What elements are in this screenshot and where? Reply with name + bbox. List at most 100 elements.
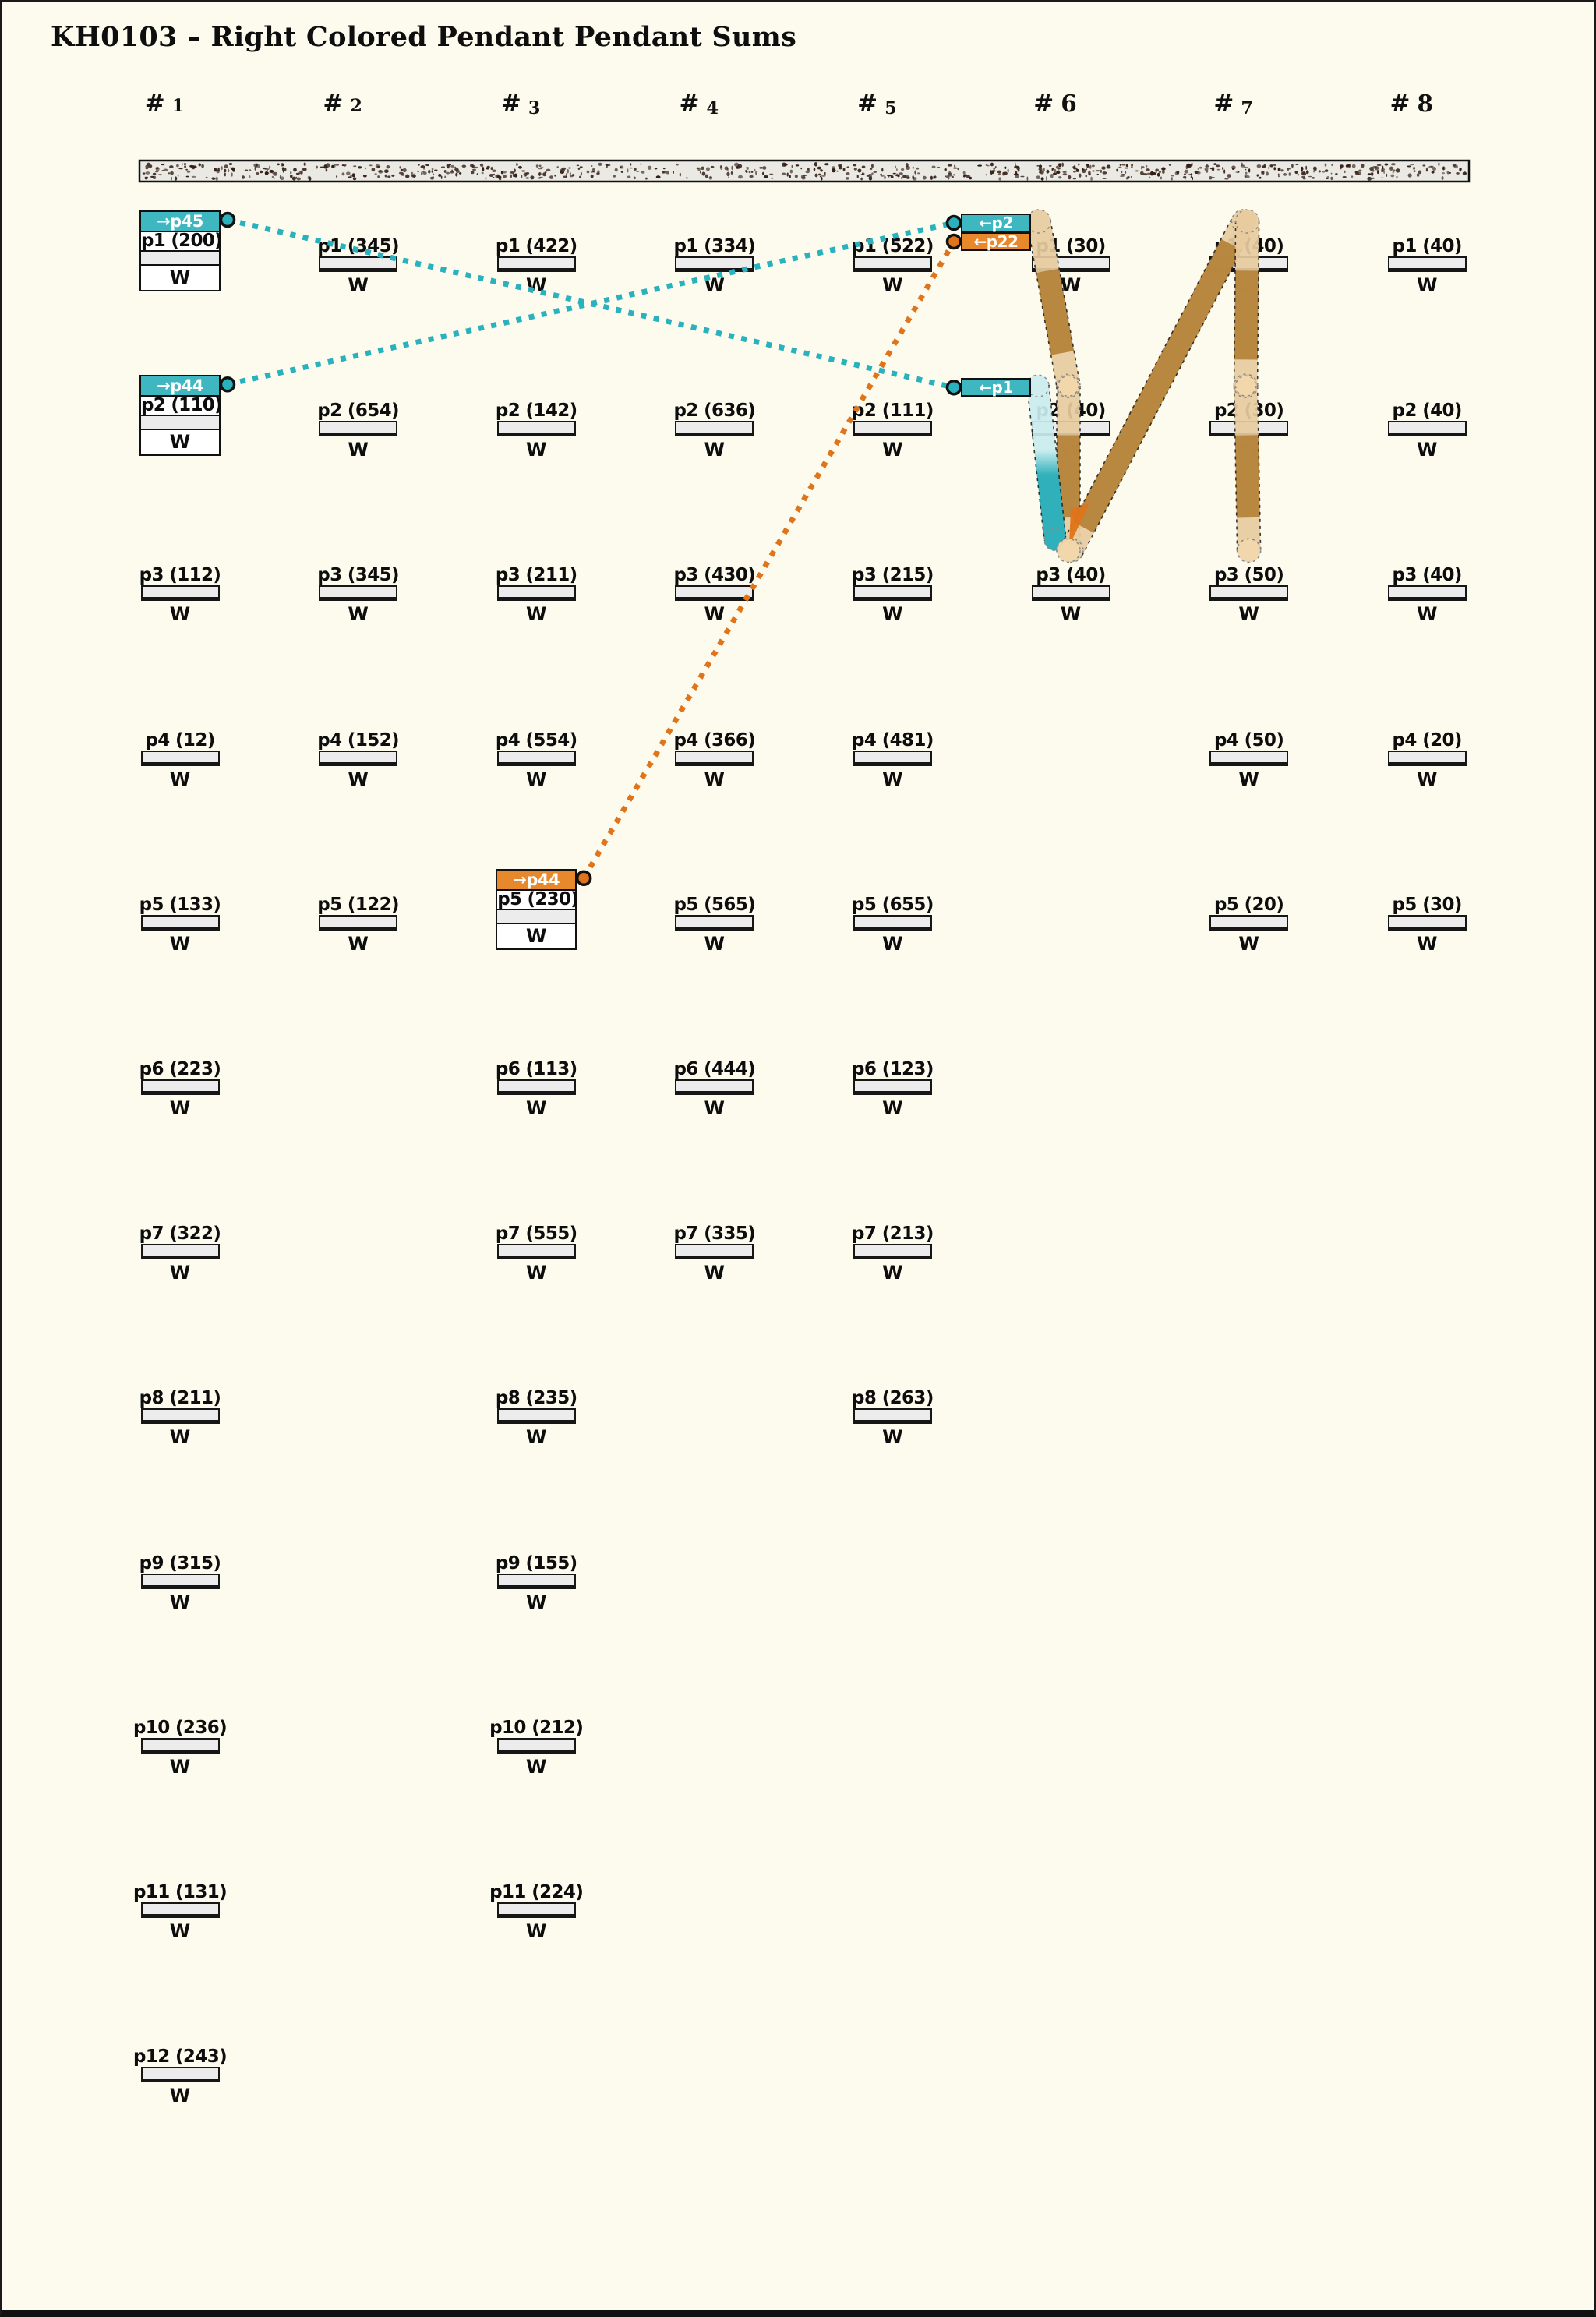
pendant-bar bbox=[319, 421, 398, 437]
pendant-item: p10 (236) W bbox=[118, 1718, 242, 1777]
pendant-label: p11 (224) bbox=[489, 1882, 584, 1902]
pendant-item: p2 (654) W bbox=[296, 401, 421, 461]
pendant-bar bbox=[496, 585, 576, 602]
pendant-bar bbox=[319, 256, 398, 272]
pendant-label: p5 (20) bbox=[1213, 894, 1284, 915]
column-header: #2 bbox=[296, 90, 390, 118]
pendant-label: p2 (110) bbox=[141, 395, 223, 417]
pendant-weight-label: W bbox=[169, 1097, 191, 1119]
pendant-item: p7 (555) W bbox=[474, 1224, 598, 1284]
pendant-bar bbox=[140, 2067, 220, 2083]
pendant-item: p4 (50) W bbox=[1187, 731, 1312, 790]
hash-glyph: # bbox=[679, 90, 700, 118]
pendant-bar bbox=[1387, 585, 1467, 602]
pendant-item: p3 (50) W bbox=[1187, 567, 1312, 624]
pendant-item: p1 (522) W bbox=[830, 238, 955, 296]
pendant-item: p10 (212) W bbox=[474, 1718, 598, 1777]
pendant-weight-label: W bbox=[169, 1591, 191, 1613]
pendant-bar bbox=[853, 256, 932, 272]
page-title: KH0103 – Right Colored Pendant Pendant S… bbox=[51, 21, 797, 53]
pendant-bar bbox=[1387, 914, 1467, 931]
pendant-label: p8 (263) bbox=[852, 1388, 934, 1409]
pendant-tag: →p44 bbox=[141, 376, 219, 397]
hash-glyph: # bbox=[857, 90, 878, 118]
pendant-item: p3 (40) W bbox=[1365, 567, 1489, 624]
pendant-item: p4 (12) W bbox=[118, 731, 242, 790]
pendant-bar bbox=[1031, 421, 1110, 437]
pendant-bar bbox=[853, 421, 932, 437]
pendant-label: p1 (422) bbox=[495, 236, 577, 256]
pendant-bar bbox=[1209, 750, 1289, 766]
pendant-item: p1 (345) W bbox=[296, 238, 421, 296]
pendant-label: p2 (654) bbox=[317, 401, 399, 422]
pendant-item: p5 (20) W bbox=[1187, 894, 1312, 954]
pendant-bar bbox=[140, 585, 220, 602]
pendant-weight-label: W bbox=[169, 1426, 191, 1449]
pendant-item: p5 (655) W bbox=[830, 894, 955, 954]
pendant-item: p2 (30) W bbox=[1187, 402, 1312, 461]
pendant-weight-label: W bbox=[169, 1920, 191, 1942]
pendant-ref-tag: ←p2 bbox=[961, 214, 1031, 232]
pendant-label: p4 (554) bbox=[495, 729, 577, 751]
pendant-item: p6 (223) W bbox=[118, 1061, 242, 1119]
pendant-bar bbox=[140, 1244, 220, 1260]
pendant-item: p8 (235) W bbox=[474, 1390, 598, 1448]
pendant-weight-label: W bbox=[169, 603, 191, 626]
pendant-label: p3 (211) bbox=[495, 565, 577, 586]
pendant-weight-label: W bbox=[704, 768, 726, 790]
pendant-label: p2 (40) bbox=[1392, 401, 1463, 422]
pendant-item: p4 (554) W bbox=[474, 729, 598, 789]
pendant-bar bbox=[496, 1079, 576, 1095]
pendant-weight-label: W bbox=[882, 274, 903, 296]
pendant-item: p3 (215) W bbox=[830, 567, 955, 625]
pendant-weight-label: W bbox=[1416, 932, 1438, 955]
pendant-weight-label: W bbox=[348, 603, 369, 626]
pendant-label: p5 (655) bbox=[852, 894, 934, 915]
pendant-label: p5 (565) bbox=[673, 894, 756, 915]
pendant-item: p3 (430) W bbox=[652, 565, 777, 626]
pendant-label: p6 (444) bbox=[673, 1059, 756, 1079]
column-number: 1 bbox=[171, 96, 185, 116]
pendant-weight-label: W bbox=[141, 430, 219, 455]
pendant-weight-label: W bbox=[525, 1591, 547, 1613]
pendant-label: p8 (211) bbox=[139, 1388, 221, 1409]
pendant-bar bbox=[141, 252, 219, 266]
pendant-item: p2 (111) W bbox=[830, 402, 955, 461]
pendant-bar bbox=[496, 421, 576, 437]
pendant-label: p7 (555) bbox=[495, 1224, 577, 1245]
pendant-weight-label: W bbox=[704, 603, 726, 626]
pendant-label: p2 (40) bbox=[1036, 401, 1106, 422]
pendant-bar bbox=[496, 256, 576, 272]
column-header: #4 bbox=[652, 90, 746, 118]
pendant-bar bbox=[496, 750, 576, 766]
pendant-weight-label: W bbox=[169, 768, 191, 790]
pendant-item: p5 (133) W bbox=[118, 895, 242, 954]
pendant-weight-label: W bbox=[525, 603, 547, 626]
pendant-bar bbox=[675, 1244, 754, 1260]
pendant-bar bbox=[497, 909, 576, 924]
pendant-label: p7 (213) bbox=[852, 1224, 934, 1245]
pendant-bar bbox=[1209, 421, 1289, 437]
pendant-item: p1 (40) W bbox=[1187, 238, 1312, 295]
pendant-label: p7 (322) bbox=[139, 1224, 221, 1245]
pendant-bar bbox=[1387, 750, 1467, 766]
pendant-label: p12 (243) bbox=[132, 2047, 228, 2068]
column-number: 6 bbox=[1061, 90, 1077, 117]
pendant-weight-label: W bbox=[1238, 603, 1259, 626]
pendant-label: p5 (122) bbox=[317, 894, 399, 915]
pendant-item-tagged: →p44 p5 (230) W bbox=[496, 868, 579, 950]
pendant-tag: →p44 bbox=[497, 870, 576, 891]
pendant-bar bbox=[140, 750, 220, 766]
pendant-label: p3 (430) bbox=[673, 565, 756, 586]
pendant-bar bbox=[140, 1079, 220, 1095]
pendant-tag: →p45 bbox=[141, 212, 219, 232]
pendant-label: p1 (200) bbox=[141, 231, 223, 252]
pendant-item: p3 (112) W bbox=[118, 567, 242, 626]
pendant-weight-label: W bbox=[1238, 768, 1259, 790]
pendant-label: p3 (50) bbox=[1213, 565, 1284, 586]
pendant-item: p7 (213) W bbox=[830, 1224, 955, 1284]
pendant-weight-label: W bbox=[882, 1097, 903, 1119]
pendant-item: p3 (211) W bbox=[474, 565, 598, 626]
pendant-weight-label: W bbox=[1238, 439, 1259, 461]
